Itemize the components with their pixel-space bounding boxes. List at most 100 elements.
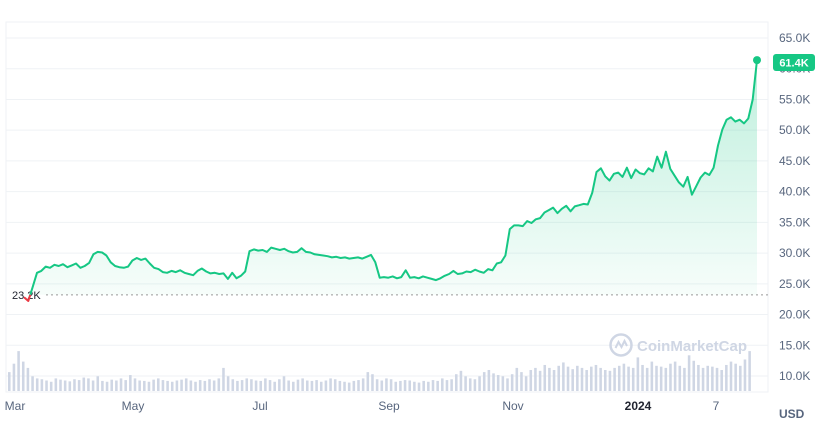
volume-bar	[138, 380, 141, 391]
volume-bar	[548, 367, 551, 391]
volume-bar	[599, 367, 602, 391]
volume-bar	[105, 381, 109, 391]
volume-bar	[333, 379, 337, 391]
last-price-label: 61.4K	[779, 58, 808, 70]
x-axis: Mar May Jul Sep Nov 2024 7	[5, 399, 720, 413]
volume-bar	[17, 351, 20, 391]
volume-bar	[26, 367, 30, 391]
volume-bar	[161, 380, 165, 391]
volume-bar	[706, 365, 709, 391]
plot-frame	[5, 21, 769, 393]
volume-bar	[427, 381, 430, 391]
volume-bar	[538, 370, 542, 391]
x-tick-label: May	[122, 399, 145, 413]
volume-bar	[264, 378, 267, 391]
volume-bar	[492, 373, 495, 391]
last-price-badge-bg	[773, 54, 815, 71]
volume-bar	[352, 380, 356, 391]
volume-bar	[431, 380, 435, 391]
y-tick-label: 55.0K	[779, 92, 810, 106]
volume-bar	[739, 365, 742, 391]
volume-bar	[8, 372, 11, 391]
volume-bar	[557, 365, 560, 391]
volume-bar	[510, 374, 514, 391]
volume-bar	[124, 380, 127, 391]
volume-bar	[282, 376, 286, 391]
volume-bar	[441, 378, 444, 391]
volume-bar	[678, 365, 682, 391]
volume-bar	[343, 381, 346, 391]
volume-bar	[175, 380, 179, 391]
volume-bar	[455, 374, 458, 391]
volume-bar	[203, 380, 207, 391]
volume-bar	[380, 380, 384, 391]
volume-bar	[627, 366, 630, 391]
volume-bar	[501, 376, 505, 391]
volume-bar	[49, 381, 53, 391]
volume-bar	[170, 381, 174, 391]
y-tick-label: 50.0K	[779, 123, 810, 137]
volume-bar	[40, 379, 44, 391]
x-tick-label: 7	[713, 399, 720, 413]
volume-bar	[35, 378, 39, 391]
volume-bar	[147, 381, 151, 391]
y-tick-label: 10.0K	[779, 369, 810, 383]
watermark: CoinMarketCap	[609, 333, 747, 357]
volume-bar	[375, 379, 379, 391]
volume-bar	[417, 382, 421, 391]
volume-bar	[585, 370, 588, 391]
volume-bar	[68, 381, 72, 391]
volume-bar	[529, 370, 533, 391]
volume-bar	[720, 370, 723, 391]
volume-bar	[240, 380, 244, 391]
baseline-label: 23.2K	[12, 290, 41, 302]
volume-bar	[315, 380, 318, 391]
volume-bar	[231, 379, 235, 391]
volume-bar	[59, 379, 62, 391]
volume-bar	[394, 381, 398, 391]
volume-bar	[157, 378, 160, 391]
volume-bar	[73, 379, 76, 391]
y-tick-label: 20.0K	[779, 308, 810, 322]
volume-bar	[259, 380, 262, 391]
volume-bar	[636, 357, 640, 391]
volume-bar	[683, 367, 686, 391]
volume-bar	[422, 380, 425, 391]
volume-bar	[669, 363, 672, 391]
volume-bar	[273, 381, 276, 391]
y-tick-label: 65.0K	[779, 31, 810, 45]
volume-bar	[445, 380, 449, 391]
volume-bar	[324, 380, 328, 391]
coinmarketcap-logo-icon	[609, 333, 633, 357]
volume-bar	[347, 382, 351, 391]
baseline-reference: 23.2K	[12, 290, 768, 302]
watermark-text: CoinMarketCap	[637, 338, 747, 355]
y-tick-label: 40.0K	[779, 185, 810, 199]
volume-bar	[622, 363, 626, 391]
y-tick-label: 45.0K	[779, 154, 810, 168]
volume-bar	[631, 367, 635, 391]
volume-bar	[371, 374, 374, 391]
volume-bar	[608, 370, 612, 391]
x-tick-label: Nov	[502, 399, 523, 413]
volume-bar	[245, 378, 249, 391]
volume-bar	[212, 380, 216, 391]
price-line-up	[29, 59, 758, 295]
volume-bar	[482, 372, 486, 391]
volume-bar	[361, 378, 365, 391]
volume-bar	[268, 380, 272, 391]
volume-bar	[389, 379, 393, 391]
x-tick-label: Mar	[5, 399, 26, 413]
volume-bar	[96, 376, 100, 391]
x-tick-label: Jul	[252, 399, 267, 413]
volume-bar	[194, 381, 197, 391]
volume-bar	[715, 367, 719, 391]
currency-unit-label: USD	[779, 407, 805, 421]
last-price-dot	[753, 56, 761, 65]
volume-bar	[408, 380, 411, 391]
volume-bar	[366, 372, 370, 391]
price-area-fill	[30, 60, 757, 295]
price-line-group	[23, 56, 761, 302]
